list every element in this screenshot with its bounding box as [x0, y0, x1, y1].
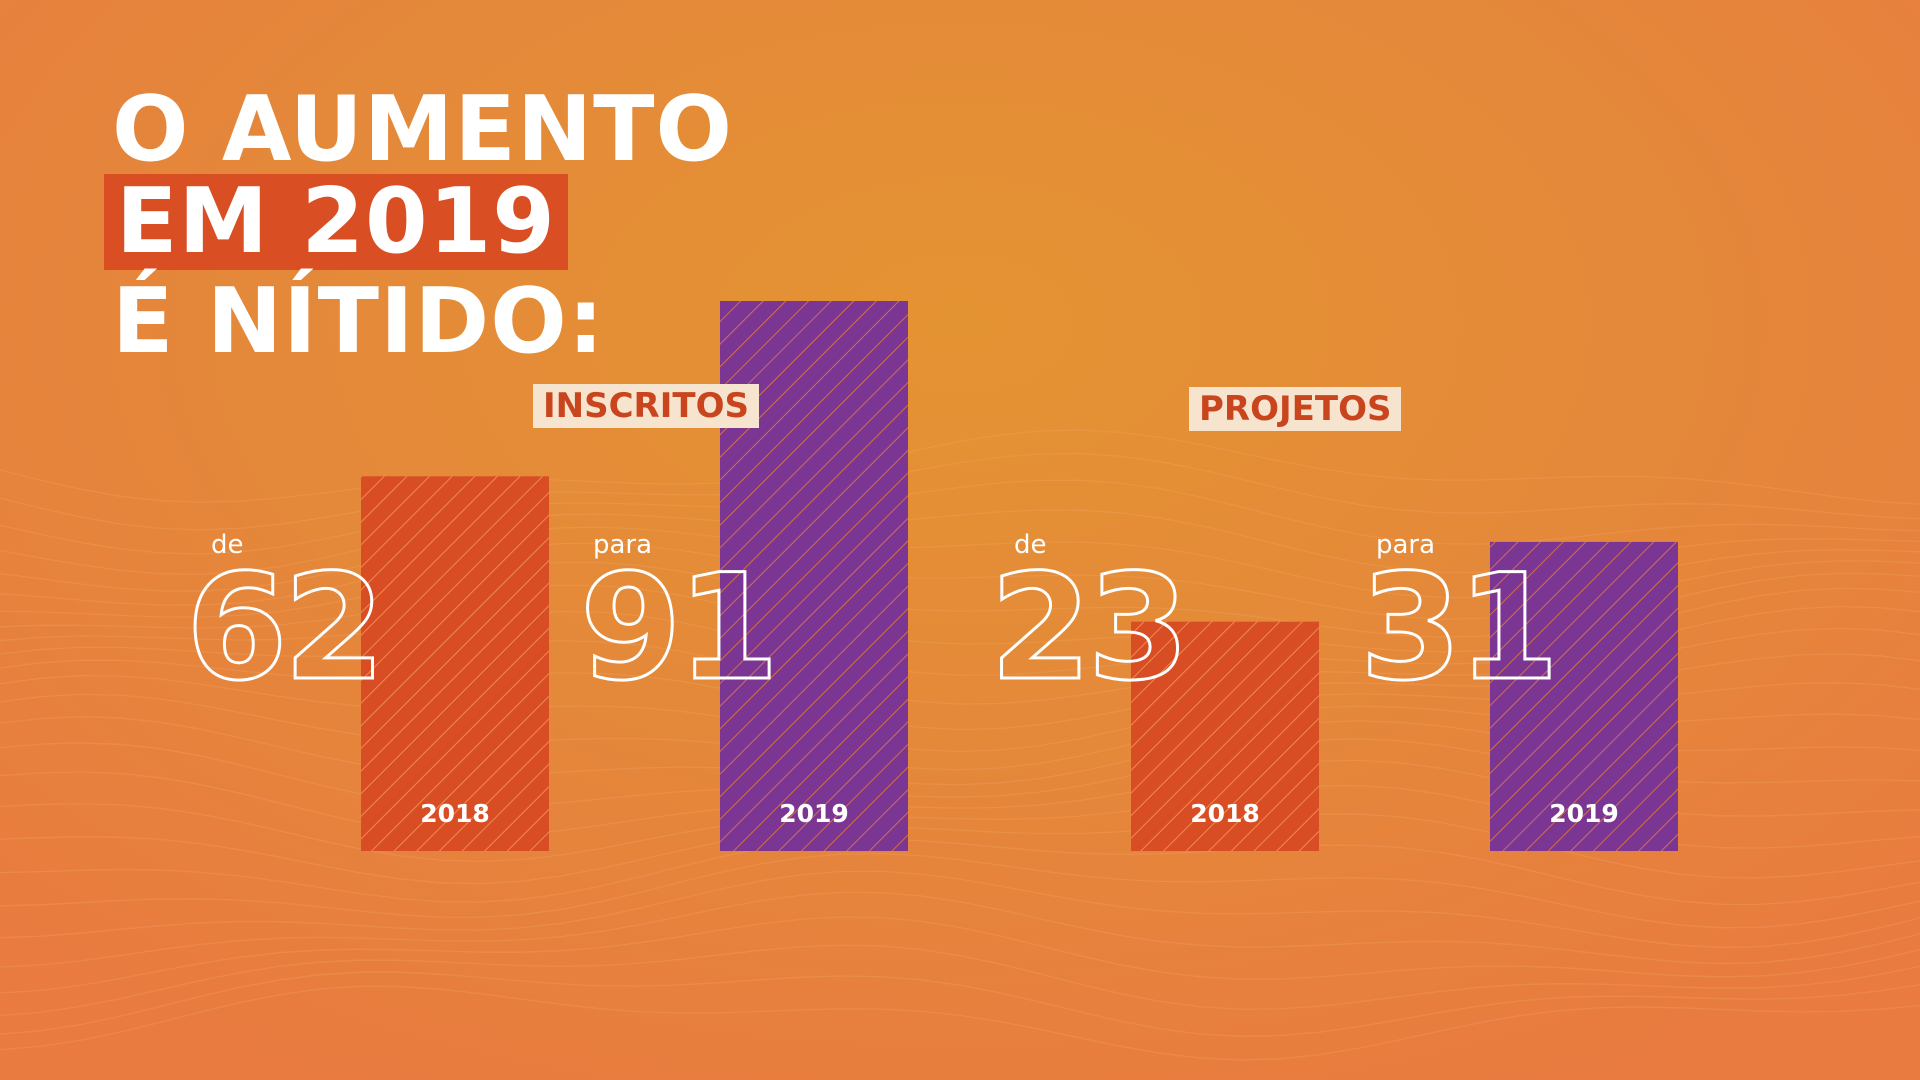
prefix-inscritos-2018: de	[211, 530, 244, 560]
wave-line	[0, 813, 1920, 885]
value-label-inscritos-2019: 91	[578, 543, 780, 713]
bar-projetos-2018	[1131, 621, 1319, 851]
category-label-inscritos-2019: 2019	[779, 799, 849, 828]
wave-line	[0, 985, 1920, 1061]
wave-line	[0, 870, 1920, 949]
chart-title-projetos: PROJETOS	[1189, 387, 1402, 431]
prefix-projetos-2018: de	[1014, 530, 1047, 560]
wave-line	[0, 852, 1920, 929]
bar-projetos-2019	[1490, 541, 1678, 851]
bar-inscritos-2018	[361, 476, 549, 851]
wave-line	[0, 891, 1920, 968]
headline-line-2-highlighted: EM 2019	[104, 174, 568, 270]
wave-line	[0, 429, 1920, 505]
wave-line	[0, 479, 1920, 555]
prefix-inscritos-2019: para	[593, 530, 653, 560]
headline-line-1: O AUMENTO	[112, 77, 734, 182]
wave-line	[0, 452, 1920, 531]
headline-line-3: É NÍTIDO:	[112, 269, 605, 374]
chart-title-inscritos: INSCRITOS	[533, 384, 759, 428]
prefix-projetos-2019: para	[1376, 530, 1436, 560]
value-label-projetos-2018: 23	[988, 543, 1190, 713]
category-label-inscritos-2018: 2018	[420, 799, 490, 828]
wave-line	[0, 971, 1920, 1037]
wave-line	[0, 944, 1920, 1017]
value-label-projetos-2019: 31	[1358, 543, 1560, 713]
wave-line	[0, 916, 1920, 994]
category-label-projetos-2018: 2018	[1190, 799, 1260, 828]
wave-line	[0, 838, 1920, 906]
value-label-inscritos-2018: 62	[184, 543, 386, 713]
category-label-projetos-2019: 2019	[1549, 799, 1619, 828]
